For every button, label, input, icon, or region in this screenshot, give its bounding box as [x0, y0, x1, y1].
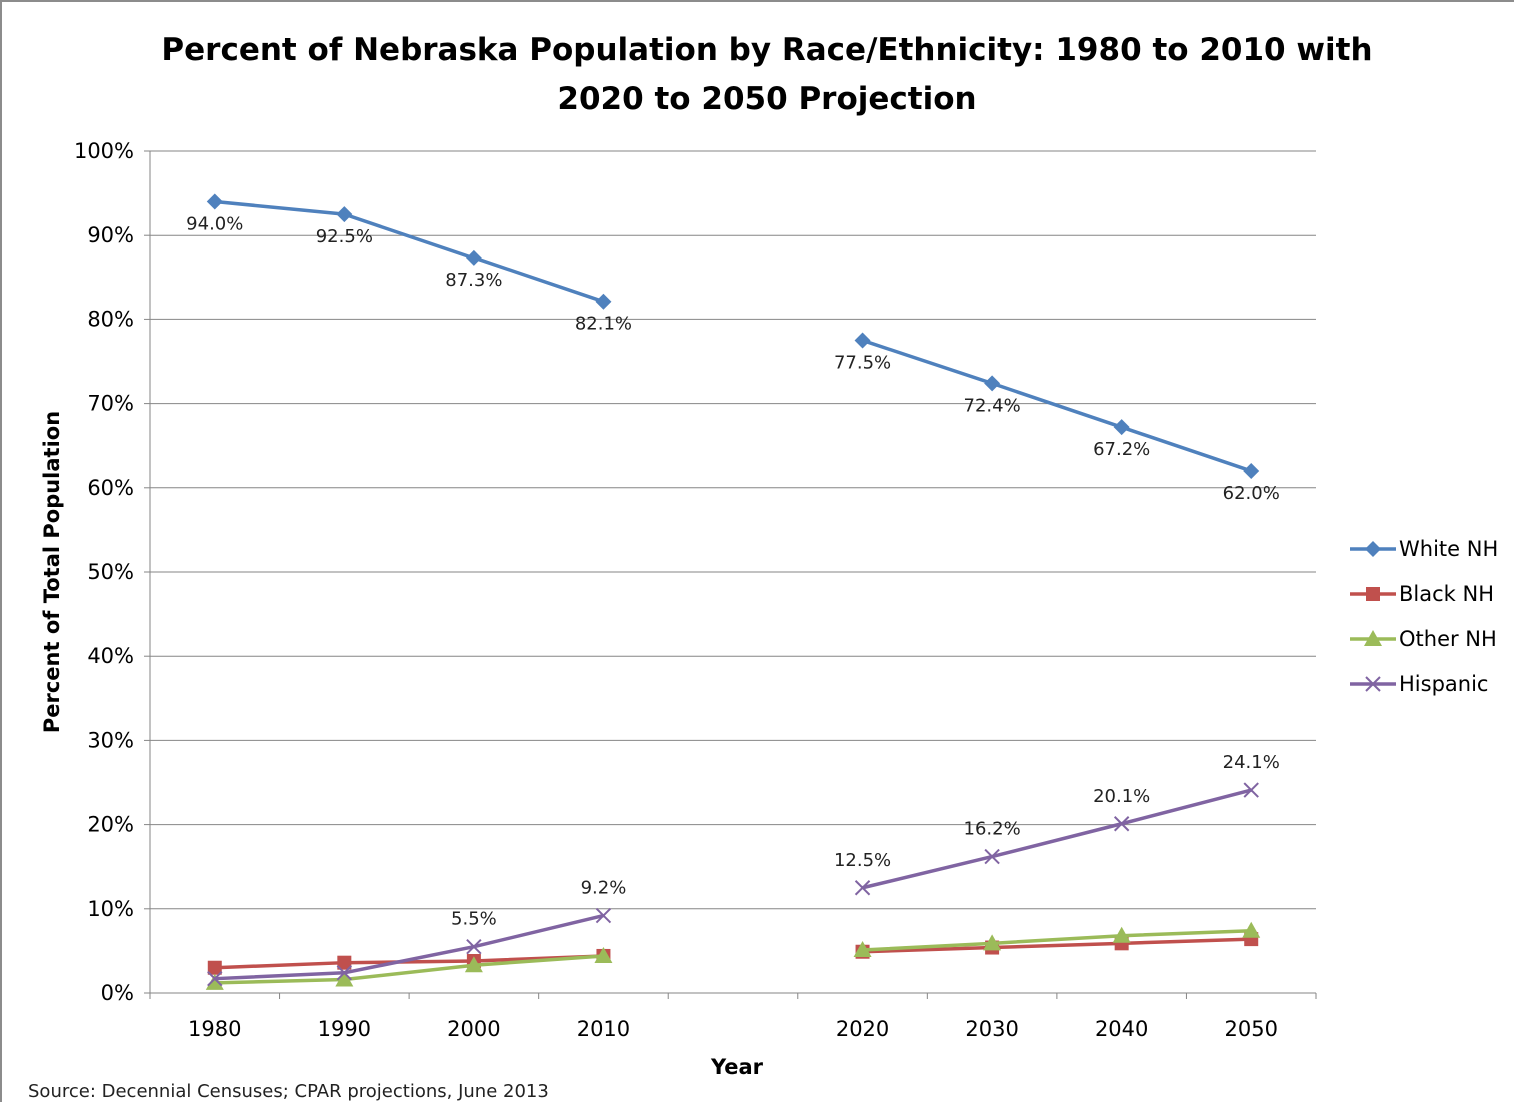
series-other-nh	[205, 921, 1261, 990]
data-label-hispanic: 20.1%	[1093, 786, 1150, 807]
data-point-hispanic	[595, 907, 612, 924]
series-line-black-nh	[214, 954, 604, 970]
data-point-white-nh	[854, 332, 871, 349]
data-label-white-nh: 72.4%	[964, 395, 1021, 416]
y-tick-label: 30%	[87, 728, 134, 752]
data-point-hispanic	[984, 848, 1000, 865]
data-label-hispanic: 9.2%	[581, 878, 627, 899]
data-point-white-nh	[1113, 419, 1130, 436]
data-labels: 94.0% 92.5% 87.3% 82.1% 77.5% 72.4% 67.2% 62.0%…	[186, 214, 1280, 930]
y-tick-label: 90%	[87, 223, 134, 247]
data-label-white-nh: 87.3%	[445, 270, 502, 291]
data-label-hispanic: 12.5%	[834, 850, 891, 871]
data-point-other-nh	[464, 956, 483, 973]
y-tick-label: 100%	[74, 139, 134, 163]
data-point-black-nh	[337, 955, 352, 970]
data-label-white-nh: 77.5%	[834, 352, 891, 373]
data-point-white-nh	[465, 249, 482, 266]
data-point-white-nh	[595, 293, 612, 310]
data-label-white-nh: 82.1%	[575, 314, 632, 335]
data-point-hispanic	[207, 970, 223, 987]
chart-title-line-2: 2020 to 2050 Projection	[557, 81, 976, 117]
data-point-hispanic	[854, 880, 871, 896]
y-tick-label: 80%	[87, 307, 134, 331]
series-line-hispanic	[214, 913, 604, 981]
y-tick-label: 50%	[87, 560, 134, 584]
chart-title-line-1: Percent of Nebraska Population by Race/E…	[161, 32, 1372, 68]
data-label-hispanic: 16.2%	[964, 819, 1021, 840]
x-axis-ticks: 1980 1990 2000 2010 2020 2030 2040 2050	[149, 993, 1317, 1041]
x-tick-label: 2020	[836, 1017, 889, 1041]
legend-marker-other-nh	[1364, 630, 1382, 646]
legend-label-white-nh: White NH	[1399, 537, 1498, 561]
x-tick-label: 1990	[318, 1017, 371, 1041]
plot-area	[205, 193, 1261, 990]
data-point-other-nh	[1112, 926, 1131, 943]
y-tick-label: 20%	[87, 813, 134, 837]
x-tick-label: 2040	[1095, 1017, 1148, 1041]
data-point-hispanic	[1113, 816, 1130, 832]
y-tick-label: 70%	[87, 392, 134, 416]
data-point-hispanic	[466, 938, 482, 955]
series-line-hispanic	[862, 788, 1252, 890]
data-point-white-nh	[984, 375, 1001, 392]
data-label-white-nh: 94.0%	[186, 214, 243, 235]
legend-item-hispanic: Hispanic	[1350, 672, 1488, 696]
source-note: Source: Decennial Censuses; CPAR project…	[28, 1081, 549, 1102]
legend-label-hispanic: Hispanic	[1399, 672, 1488, 696]
legend-item-black-nh: Black NH	[1350, 582, 1494, 606]
legend-label-black-nh: Black NH	[1399, 582, 1494, 606]
series-line-white-nh	[862, 338, 1252, 473]
data-point-black-nh	[207, 960, 222, 975]
data-point-white-nh	[206, 193, 223, 210]
data-point-other-nh	[1242, 921, 1261, 938]
data-point-other-nh	[335, 970, 354, 987]
data-point-other-nh	[853, 941, 872, 958]
x-tick-label: 1980	[188, 1017, 241, 1041]
legend-item-white-nh: White NH	[1350, 537, 1498, 561]
data-point-white-nh	[336, 206, 353, 223]
y-axis-ticks: 0% 10% 20% 30% 40% 50% 60% 70% 80% 90% 100%	[74, 139, 134, 1005]
series-line-black-nh	[862, 937, 1252, 954]
y-tick-label: 40%	[87, 644, 134, 668]
y-tick-label: 0%	[101, 981, 134, 1005]
data-label-hispanic: 24.1%	[1223, 752, 1280, 773]
series-line-other-nh	[862, 928, 1252, 952]
data-point-hispanic	[1243, 782, 1259, 798]
x-tick-label: 2000	[447, 1017, 500, 1041]
data-point-other-nh	[983, 934, 1002, 951]
x-tick-label: 2030	[965, 1017, 1018, 1041]
legend-item-other-nh: Other NH	[1350, 627, 1497, 651]
series-white-nh	[206, 193, 1260, 479]
legend-marker-hispanic	[1365, 676, 1381, 692]
y-tick-label: 10%	[87, 897, 134, 921]
series-line-white-nh	[214, 199, 605, 304]
x-tick-label: 2050	[1224, 1017, 1277, 1041]
series-hispanic	[207, 782, 1259, 987]
data-point-hispanic	[336, 965, 353, 981]
data-label-white-nh: 92.5%	[316, 226, 373, 247]
y-tick-label: 60%	[87, 476, 134, 500]
x-axis-title: Year	[710, 1055, 764, 1079]
legend-marker-black-nh	[1366, 587, 1380, 601]
series-line-other-nh	[214, 954, 604, 985]
legend-marker-white-nh	[1365, 541, 1381, 557]
legend-label-other-nh: Other NH	[1399, 627, 1497, 651]
data-label-hispanic: 5.5%	[451, 909, 497, 930]
y-axis-title: Percent of Total Population	[40, 411, 64, 733]
gridlines	[144, 150, 1316, 994]
x-tick-label: 2010	[577, 1017, 630, 1041]
data-point-white-nh	[1243, 462, 1260, 479]
data-point-other-nh	[205, 973, 224, 990]
legend: White NH Black NH Other NH Hispanic	[1350, 537, 1498, 696]
data-label-white-nh: 67.2%	[1093, 439, 1150, 460]
data-label-white-nh: 62.0%	[1223, 483, 1280, 504]
data-point-other-nh	[594, 946, 613, 963]
